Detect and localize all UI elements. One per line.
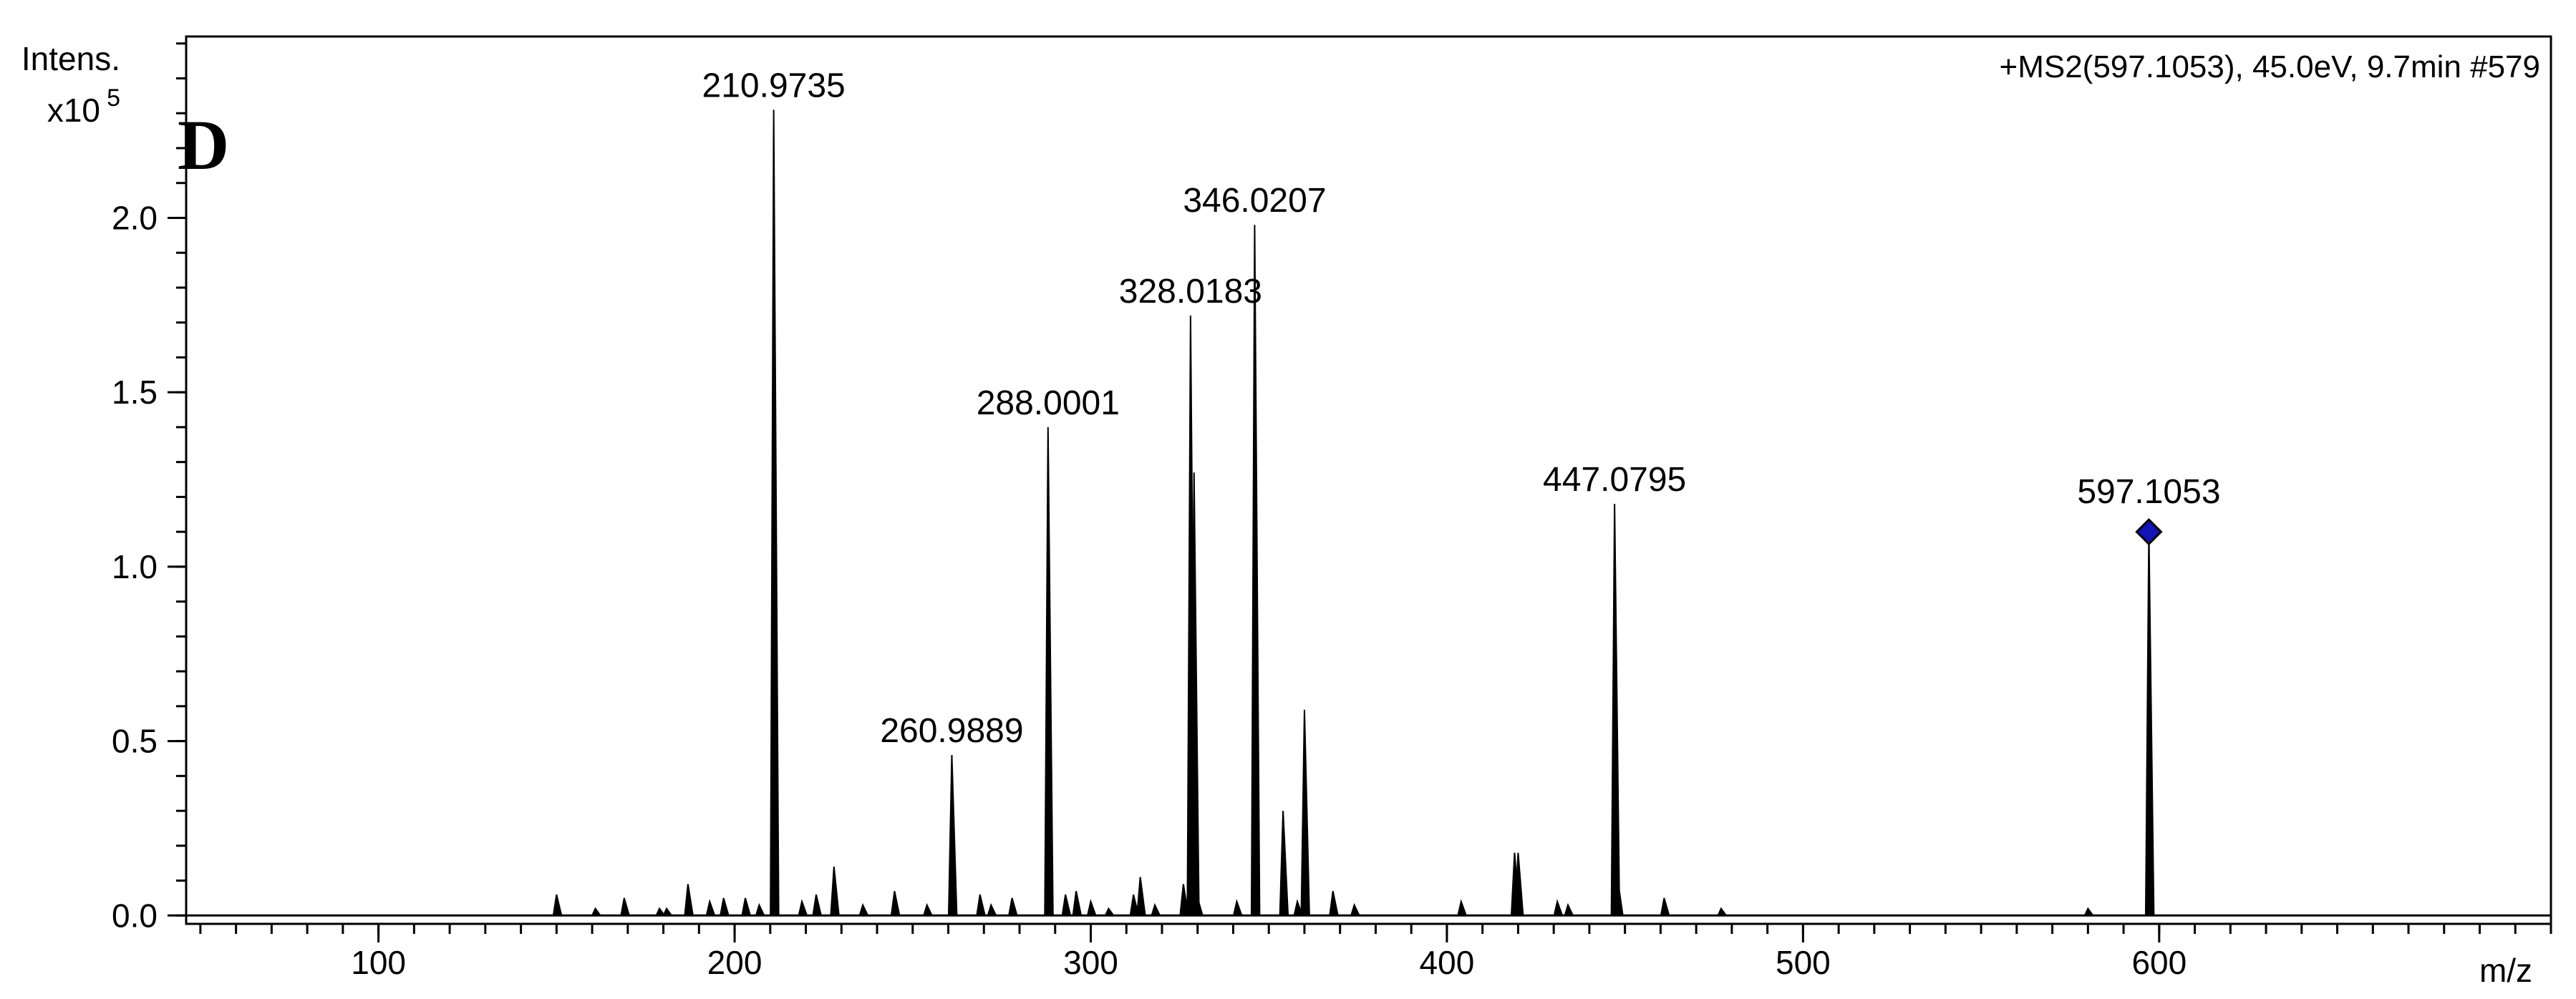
peak [755, 902, 765, 917]
peak [591, 907, 602, 917]
peak [741, 897, 752, 917]
peak [705, 899, 716, 917]
y-exponent: 5 [107, 84, 120, 112]
peak [1300, 709, 1310, 917]
peak [684, 884, 694, 917]
x-tick-label: 500 [1776, 944, 1831, 981]
peak [1660, 897, 1670, 917]
y-label: Intens. [21, 40, 120, 77]
peak [1232, 899, 1243, 917]
x-tick-label: 600 [2131, 944, 2187, 981]
peak [552, 894, 563, 917]
peak [1553, 899, 1564, 917]
peak [798, 899, 808, 917]
x-label: m/z [2479, 952, 2532, 989]
peak [858, 902, 869, 917]
peak [1179, 884, 1189, 917]
peak [662, 907, 673, 917]
peak [1610, 504, 1621, 917]
peak [2144, 532, 2155, 917]
peak [1279, 811, 1289, 917]
header: +MS2(597.1053), 45.0eV, 9.7min #579 [2000, 49, 2540, 84]
peak-label: 260.9889 [880, 712, 1023, 750]
peak [976, 894, 987, 917]
peak [1293, 899, 1304, 917]
precursor-marker [2135, 518, 2163, 546]
peak [1086, 899, 1097, 917]
peak [1186, 315, 1196, 917]
peak [1716, 907, 1728, 917]
peak [2083, 907, 2095, 917]
peak [1329, 890, 1339, 917]
peak [947, 755, 958, 917]
x-tick-label: 300 [1063, 944, 1118, 981]
peak-label: 346.0207 [1183, 182, 1326, 220]
peak [922, 902, 934, 917]
peak-label: 447.0795 [1543, 461, 1686, 499]
peak [890, 890, 901, 917]
peak [830, 866, 840, 917]
peak [1514, 852, 1524, 917]
plot-frame [185, 35, 2552, 925]
peak [1457, 899, 1468, 917]
peak [1151, 902, 1161, 917]
y-tick-label: 0.5 [112, 723, 158, 760]
peak-label: 210.9735 [702, 67, 846, 104]
peak [1044, 427, 1054, 917]
peak [1072, 890, 1083, 917]
peak-label: 597.1053 [2077, 473, 2220, 511]
peak [620, 897, 631, 917]
peak [1250, 225, 1261, 917]
peak [1104, 907, 1115, 917]
x-tick-label: 400 [1420, 944, 1475, 981]
peak [812, 894, 823, 917]
peak [1136, 877, 1146, 917]
peak [1007, 897, 1018, 917]
x-tick-label: 100 [351, 944, 406, 981]
peak [1350, 902, 1361, 917]
y-tick-label: 1.0 [112, 548, 158, 585]
peak [719, 897, 730, 917]
peak [770, 109, 780, 917]
y-tick-label: 0.0 [112, 897, 158, 934]
peak [1061, 894, 1072, 917]
peak [1564, 902, 1574, 917]
peak [1129, 894, 1140, 917]
peak-label: 288.0001 [977, 384, 1120, 422]
y-scale: x10 [47, 92, 100, 129]
peak-label: 328.0183 [1119, 273, 1262, 311]
peak [655, 907, 667, 917]
y-tick-label: 2.0 [112, 199, 158, 236]
x-tick-label: 200 [707, 944, 762, 981]
peak [987, 902, 997, 917]
y-tick-label: 1.5 [112, 374, 158, 411]
